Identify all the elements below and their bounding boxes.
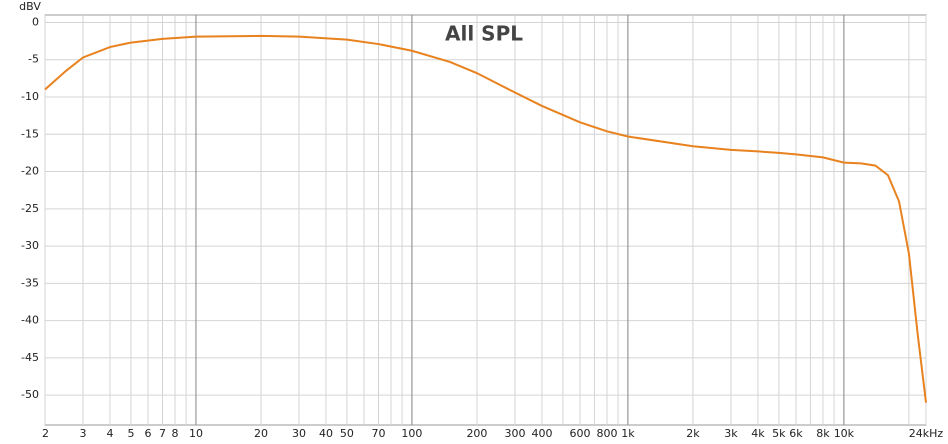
x-tick-label: 1k [621, 427, 635, 440]
x-tick-label: 8k [816, 427, 830, 440]
y-tick-label: -20 [21, 165, 39, 178]
x-tick-label: 50 [340, 427, 354, 440]
chart-title: All SPL [445, 22, 523, 46]
y-tick-label: -5 [28, 53, 39, 66]
y-tick-label: -15 [21, 127, 39, 140]
x-tick-label: 6 [145, 427, 152, 440]
x-tick-label: 24kHz [909, 427, 944, 440]
y-tick-label: -50 [21, 388, 39, 401]
x-tick-label: 70 [371, 427, 385, 440]
series-line [44, 34, 927, 403]
y-tick-label: -35 [21, 276, 39, 289]
y-tick-label: -10 [21, 90, 39, 103]
x-tick-label: 400 [531, 427, 552, 440]
x-tick-label: 2k [686, 427, 700, 440]
x-tick-label: 4k [751, 427, 765, 440]
y-tick-label: -25 [21, 202, 39, 215]
x-tick-label: 3 [80, 427, 87, 440]
x-tick-label: 10k [834, 427, 855, 440]
x-tick-label: 800 [596, 427, 617, 440]
x-tick-label: 3k [724, 427, 738, 440]
x-tick-label: 10 [189, 427, 203, 440]
y-tick-label: 0 [32, 15, 39, 28]
x-tick-label: 20 [254, 427, 268, 440]
x-tick-label: 8 [172, 427, 179, 440]
x-tick-label: 4 [107, 427, 114, 440]
x-tick-label: 600 [569, 427, 590, 440]
y-tick-label: -40 [21, 314, 39, 327]
y-axis-label: dBV [19, 0, 41, 13]
x-tick-label: 6k [789, 427, 803, 440]
x-tick-label: 40 [319, 427, 333, 440]
x-tick-label: 2 [42, 427, 49, 440]
x-tick-label: 7 [159, 427, 166, 440]
x-tick-label: 100 [401, 427, 422, 440]
x-tick-label: 300 [504, 427, 525, 440]
x-tick-label: 5 [127, 427, 134, 440]
y-tick-label: -45 [21, 351, 39, 364]
y-tick-label: -30 [21, 239, 39, 252]
x-tick-label: 5k [772, 427, 786, 440]
x-tick-label: 30 [292, 427, 306, 440]
x-tick-label: 200 [466, 427, 487, 440]
